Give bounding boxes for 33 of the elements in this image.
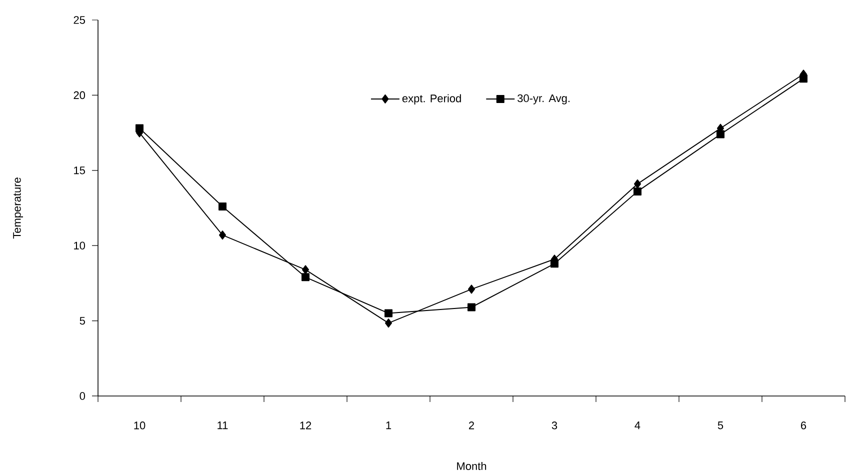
y-tick-label: 25 <box>74 16 86 24</box>
y-tick-label: 15 <box>74 166 86 174</box>
point <box>467 303 476 312</box>
x-axis-title: Month <box>457 462 486 470</box>
point <box>136 124 144 132</box>
point <box>384 309 392 318</box>
y-tick-label: 10 <box>74 242 86 250</box>
point <box>550 260 558 268</box>
x-tick-label: 4 <box>634 422 640 430</box>
y-axis-title: Temperature <box>13 178 24 239</box>
point <box>218 202 227 210</box>
point <box>799 74 808 83</box>
legend-label: expt. Period <box>402 94 461 104</box>
point <box>302 273 310 282</box>
x-tick-label: 2 <box>468 422 474 430</box>
x-tick-label: 10 <box>134 422 146 430</box>
point <box>385 318 392 328</box>
x-tick-label: 5 <box>718 422 724 430</box>
x-tick-label: 12 <box>300 422 312 430</box>
x-tick-label: 1 <box>386 422 392 430</box>
point <box>633 187 642 196</box>
y-tick-label: 0 <box>80 392 86 400</box>
y-tick-label: 20 <box>74 91 86 100</box>
point <box>634 179 641 188</box>
point <box>219 230 226 240</box>
point <box>302 265 310 274</box>
x-tick-label: 11 <box>218 422 228 430</box>
x-tick-label: 6 <box>800 422 806 430</box>
legend-label: 30-yr. Avg. <box>518 94 570 104</box>
point <box>468 284 475 294</box>
y-tick-label: 5 <box>80 316 86 325</box>
x-tick-label: 3 <box>552 422 558 430</box>
point <box>716 130 724 138</box>
